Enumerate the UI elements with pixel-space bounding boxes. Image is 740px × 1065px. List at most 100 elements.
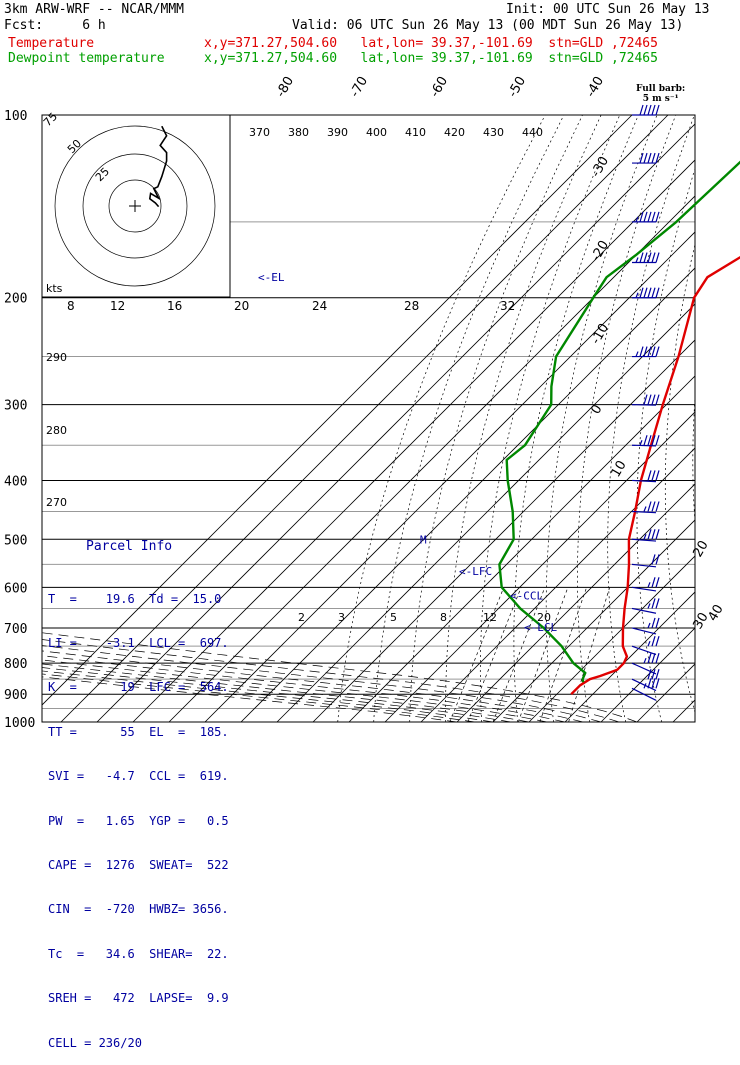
wind-barb-flag bbox=[643, 211, 648, 223]
wind-barb bbox=[631, 529, 660, 542]
wind-barb-flag bbox=[647, 470, 652, 481]
moist-adiabat bbox=[42, 639, 620, 722]
pressure-label: 600 bbox=[4, 581, 27, 596]
mixing-ratio-line bbox=[539, 587, 587, 722]
wind-barb-flag bbox=[639, 104, 644, 116]
isotherm-label: 20 bbox=[690, 538, 711, 560]
wind-barb-half bbox=[643, 534, 647, 540]
isotherm-label: -50 bbox=[505, 74, 529, 100]
wind-barb-flag bbox=[647, 394, 652, 405]
wind-barb-flag bbox=[655, 211, 660, 223]
wind-barb-flag bbox=[643, 435, 648, 446]
wind-barb-flag bbox=[651, 346, 656, 357]
isotherm-label: 30 bbox=[690, 610, 711, 632]
wind-barb-flag bbox=[655, 554, 660, 565]
wind-barb-half bbox=[647, 622, 651, 629]
mixing-ratio-label: 2 bbox=[298, 611, 305, 624]
parcel-row: T = 19.6 Td = 15.0 bbox=[48, 591, 222, 606]
pressure-label: 200 bbox=[4, 292, 27, 307]
wind-barb-flag bbox=[651, 617, 656, 629]
wind-barb bbox=[631, 470, 660, 483]
isotherm-line bbox=[420, 447, 695, 722]
hodograph-speed-label: 8 bbox=[67, 299, 75, 313]
wind-barb-shaft bbox=[631, 563, 657, 568]
parcel-row: SREH = 472 LAPSE= 9.9 bbox=[48, 991, 229, 1006]
wind-barb-half bbox=[639, 440, 643, 446]
mixing-ratio-line bbox=[492, 587, 546, 722]
isotherm-line bbox=[168, 195, 695, 722]
parcel-row: TT = 55 EL = 185. bbox=[48, 724, 229, 739]
wind-barb bbox=[631, 598, 660, 614]
temperature-location: x,y=371.27,504.60 lat,lon= 39.37,-101.69… bbox=[204, 36, 658, 51]
parcel-row: LI = -3.1 LCL = 697. bbox=[48, 635, 229, 650]
wind-barb-flag bbox=[643, 252, 648, 263]
wind-barb-shaft bbox=[631, 687, 657, 701]
wind-barb-shaft bbox=[631, 510, 657, 514]
wind-barb bbox=[631, 577, 660, 592]
wind-barb-flag bbox=[651, 152, 656, 164]
wind-barb bbox=[631, 554, 660, 568]
wind-barbs bbox=[631, 104, 660, 701]
wind-barb-shaft bbox=[631, 586, 657, 592]
isotherm-line bbox=[672, 699, 695, 722]
dry-adiabat bbox=[720, 115, 740, 722]
isotherm-label: -40 bbox=[583, 74, 607, 100]
theta-label: 440 bbox=[522, 126, 543, 139]
valid-time: Valid: 06 UTC Sun 26 May 13 (00 MDT Sun … bbox=[292, 18, 684, 33]
pressure-label: 700 bbox=[4, 622, 27, 637]
hodograph-ring bbox=[82, 153, 188, 259]
skewt-diagram: 100 200 300 400 500 600 700 800 900 1000 -80 -70 -60… bbox=[4, 74, 740, 731]
wind-barb-flag bbox=[647, 653, 652, 664]
level-mark-label: M bbox=[420, 533, 427, 546]
wind-barb-flag bbox=[655, 501, 660, 512]
isotherm-label: -20 bbox=[588, 238, 612, 264]
profile-lines: <-EL <-LFC <-CCL <-LCL M bbox=[258, 160, 740, 696]
wind-barb-flag bbox=[643, 287, 648, 298]
isotherm-line bbox=[564, 591, 695, 722]
wind-barb-flag bbox=[639, 152, 644, 164]
dewpoint-legend-label: Dewpoint temperature bbox=[8, 51, 165, 66]
isotherm-line bbox=[204, 231, 695, 722]
wind-barb-flag bbox=[655, 287, 660, 298]
wind-barb bbox=[631, 501, 660, 514]
wind-barb bbox=[631, 678, 660, 701]
wind-barb-flag bbox=[651, 529, 656, 540]
wind-barb-flag bbox=[647, 152, 652, 164]
mixing-ratio-label: 12 bbox=[483, 611, 497, 624]
isotherm-line bbox=[42, 115, 633, 706]
parcel-row: CIN = -720 HWBZ= 3656. bbox=[48, 902, 229, 917]
wind-barb-flag bbox=[639, 346, 644, 357]
wind-barb bbox=[631, 394, 660, 406]
wind-barb bbox=[631, 635, 660, 656]
moist-adiabat bbox=[42, 645, 602, 722]
wind-barb-flag bbox=[655, 435, 660, 446]
wind-barb-flag bbox=[655, 529, 660, 540]
wind-barb-flag bbox=[651, 668, 656, 680]
wind-barb-flag bbox=[655, 635, 660, 647]
wind-barb-half bbox=[635, 351, 639, 357]
isotherm-line bbox=[312, 339, 695, 722]
dry-adiabat bbox=[479, 115, 621, 722]
parcel-row: CAPE = 1276 SWEAT= 522 bbox=[48, 857, 229, 872]
barb-legend-line2: 5 m s⁻¹ bbox=[642, 94, 679, 104]
wind-barb-shaft bbox=[631, 538, 657, 542]
wind-barb-shaft bbox=[631, 404, 657, 406]
theta-label: 420 bbox=[444, 126, 465, 139]
level-mark-label: <-EL bbox=[258, 271, 285, 284]
wind-barb bbox=[631, 435, 660, 447]
plot-frame bbox=[41, 114, 696, 723]
wind-barb-flag bbox=[655, 653, 660, 664]
wind-barb-half bbox=[643, 657, 647, 664]
grid-labels: 100 200 300 400 500 600 700 800 900 1000 -80 -70 -60… bbox=[4, 74, 727, 731]
isotherm-line bbox=[60, 115, 669, 722]
pressure-label: 1000 bbox=[4, 716, 35, 731]
moist-adiabat bbox=[42, 659, 548, 722]
isotherm-line bbox=[384, 411, 695, 722]
init-time: Init: 00 UTC Sun 26 May 13 bbox=[506, 2, 710, 17]
hodograph-trace bbox=[148, 125, 168, 208]
wind-barb-flag bbox=[647, 252, 652, 263]
wind-barb-flag bbox=[639, 252, 644, 263]
wind-barb-half bbox=[635, 216, 639, 223]
dry-adiabat bbox=[577, 115, 677, 722]
